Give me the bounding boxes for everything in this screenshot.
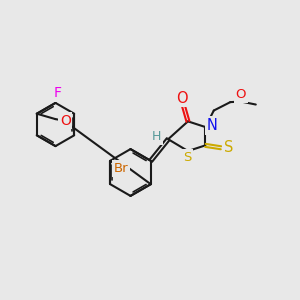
Text: Br: Br bbox=[113, 162, 128, 175]
Text: O: O bbox=[176, 91, 188, 106]
Text: S: S bbox=[224, 140, 233, 155]
Text: N: N bbox=[206, 118, 218, 133]
Text: O: O bbox=[60, 114, 71, 128]
Text: O: O bbox=[236, 88, 246, 101]
Text: F: F bbox=[54, 86, 62, 100]
Text: H: H bbox=[152, 130, 161, 143]
Text: S: S bbox=[183, 151, 191, 164]
